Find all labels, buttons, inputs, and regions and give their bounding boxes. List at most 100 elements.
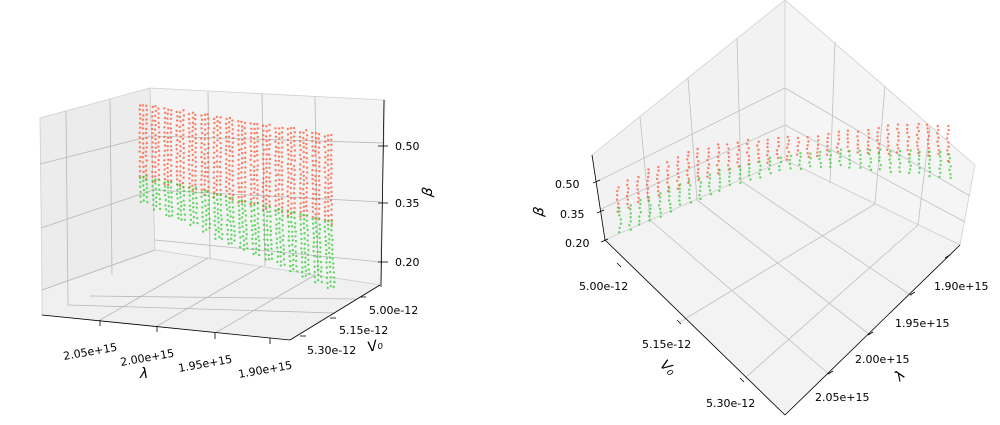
red-point xyxy=(280,161,284,164)
red-point xyxy=(311,206,314,209)
red-point xyxy=(617,202,620,205)
red-point xyxy=(292,126,296,130)
red-point xyxy=(163,154,166,157)
green-point xyxy=(317,268,320,272)
green-point xyxy=(619,222,623,225)
red-point xyxy=(237,172,240,175)
green-point xyxy=(679,183,682,186)
green-point xyxy=(908,161,911,164)
green-point xyxy=(312,245,315,248)
green-point xyxy=(253,219,256,222)
red-point xyxy=(166,149,169,152)
red-point xyxy=(154,119,157,123)
green-point xyxy=(151,179,154,183)
red-point xyxy=(947,145,950,148)
green-point xyxy=(206,190,209,193)
red-point xyxy=(756,144,759,147)
green-point xyxy=(313,275,316,279)
green-point xyxy=(292,258,295,262)
red-point xyxy=(262,172,265,175)
red-point xyxy=(191,125,194,129)
green-point xyxy=(939,163,942,167)
red-point xyxy=(314,207,317,210)
green-point xyxy=(225,203,228,207)
red-point xyxy=(138,175,141,178)
red-point xyxy=(138,131,141,134)
red-point xyxy=(277,150,280,154)
red-point xyxy=(163,135,166,139)
red-point xyxy=(179,149,182,153)
green-point xyxy=(295,254,298,258)
red-point xyxy=(194,141,198,145)
red-point xyxy=(139,117,142,120)
red-point xyxy=(289,150,293,153)
green-point xyxy=(305,224,309,227)
green-point xyxy=(214,233,217,236)
left-z-ticks: 0.50 0.35 0.20 xyxy=(378,140,420,269)
red-point xyxy=(219,151,222,154)
red-point xyxy=(207,127,210,130)
red-point xyxy=(327,187,330,190)
red-point xyxy=(265,158,268,161)
green-point xyxy=(163,181,166,184)
green-point xyxy=(224,195,228,198)
red-point xyxy=(323,145,326,149)
red-point xyxy=(666,173,670,177)
red-point xyxy=(231,154,234,158)
red-point xyxy=(726,164,730,167)
red-point xyxy=(237,138,240,141)
red-point xyxy=(207,185,210,189)
green-point xyxy=(213,224,217,227)
green-point xyxy=(275,237,279,240)
green-point xyxy=(291,243,294,246)
green-point xyxy=(758,172,761,175)
green-point xyxy=(330,234,333,237)
red-point xyxy=(274,150,278,153)
right-scatter-points xyxy=(615,122,952,234)
green-point xyxy=(167,200,170,203)
green-point xyxy=(232,216,235,219)
red-point xyxy=(200,146,203,149)
green-point xyxy=(898,162,902,165)
green-point xyxy=(819,165,823,169)
red-point xyxy=(154,146,157,149)
green-point xyxy=(319,270,323,273)
green-point xyxy=(307,244,310,247)
red-point xyxy=(268,123,271,127)
green-point xyxy=(618,226,621,230)
red-point xyxy=(142,114,145,117)
red-point xyxy=(707,151,710,154)
red-point xyxy=(302,145,306,149)
red-point xyxy=(677,175,680,179)
red-point xyxy=(145,122,148,125)
red-point xyxy=(305,157,309,160)
green-point xyxy=(191,201,195,205)
red-point xyxy=(697,178,700,182)
green-point xyxy=(848,158,851,161)
red-point xyxy=(157,163,160,166)
red-point xyxy=(265,153,268,156)
red-point xyxy=(250,127,253,130)
red-point xyxy=(298,163,302,166)
red-point xyxy=(237,182,240,185)
red-point xyxy=(265,162,268,165)
red-point xyxy=(141,161,144,164)
red-point xyxy=(785,158,789,161)
red-point xyxy=(846,137,849,140)
green-point xyxy=(718,181,722,184)
red-point xyxy=(746,138,750,142)
red-point xyxy=(237,177,240,180)
red-point xyxy=(786,135,789,139)
green-point xyxy=(241,212,245,215)
green-point xyxy=(238,230,241,234)
red-point xyxy=(252,178,255,181)
green-point xyxy=(678,199,681,202)
green-point xyxy=(207,207,210,210)
red-point xyxy=(646,179,649,182)
green-point xyxy=(288,255,291,258)
red-point xyxy=(897,135,900,138)
red-point xyxy=(170,109,173,112)
left-z-axis-line xyxy=(380,99,385,288)
red-point xyxy=(268,200,271,203)
red-point xyxy=(292,135,296,138)
